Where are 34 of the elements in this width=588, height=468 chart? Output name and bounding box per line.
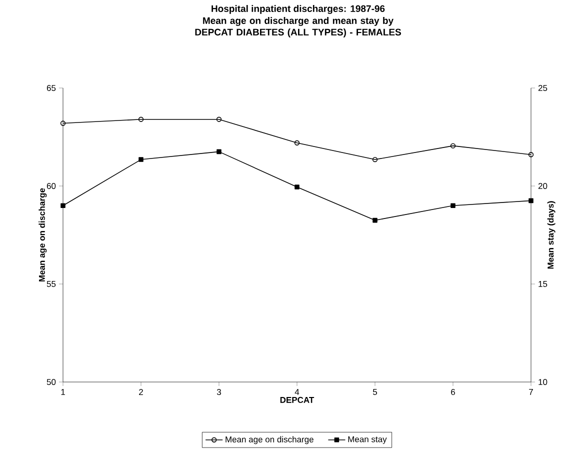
y-axis-title: Mean age on discharge	[38, 188, 47, 282]
chart-subtitle: Mean age on discharge and mean stay by DEPCAT DIABETES (ALL TYPES) - FEMALES	[195, 17, 401, 38]
point	[294, 140, 300, 146]
point	[138, 116, 144, 122]
point	[294, 184, 300, 190]
legend-label: Mean stay	[348, 436, 387, 444]
point	[60, 203, 66, 208]
x-tick-label: 4	[294, 389, 300, 395]
y2-tick-label: 25	[538, 84, 548, 91]
point	[138, 157, 144, 162]
y2-axis-title: Mean stay (days)	[547, 201, 556, 269]
point	[450, 203, 456, 208]
point	[216, 116, 222, 122]
point	[216, 149, 222, 154]
x-tick-label: 3	[216, 389, 221, 396]
point	[372, 218, 378, 223]
y-tick-label: 65	[46, 84, 56, 91]
y-tick-label: 50	[46, 378, 56, 386]
point	[450, 143, 456, 148]
point	[528, 198, 534, 204]
x-tick-label: 6	[451, 389, 455, 396]
y-tick-label: 55	[46, 281, 56, 287]
y2-tick-label: 10	[538, 378, 548, 386]
y2-tick-label: 20	[538, 182, 548, 189]
legend-label: Mean age on discharge	[226, 436, 314, 444]
x-tick-label: 1	[61, 389, 65, 395]
x-tick-label: 5	[372, 389, 378, 395]
chart-title: Hospital inpatient discharges: 1987-96	[212, 5, 385, 14]
point	[372, 156, 378, 162]
x-tick-label: 2	[139, 389, 143, 395]
x-axis-title: DEPCAT	[280, 396, 314, 403]
y2-tick-label: 15	[538, 281, 548, 287]
x-tick-label: 7	[529, 389, 533, 395]
y-tick-label: 60	[46, 182, 56, 189]
